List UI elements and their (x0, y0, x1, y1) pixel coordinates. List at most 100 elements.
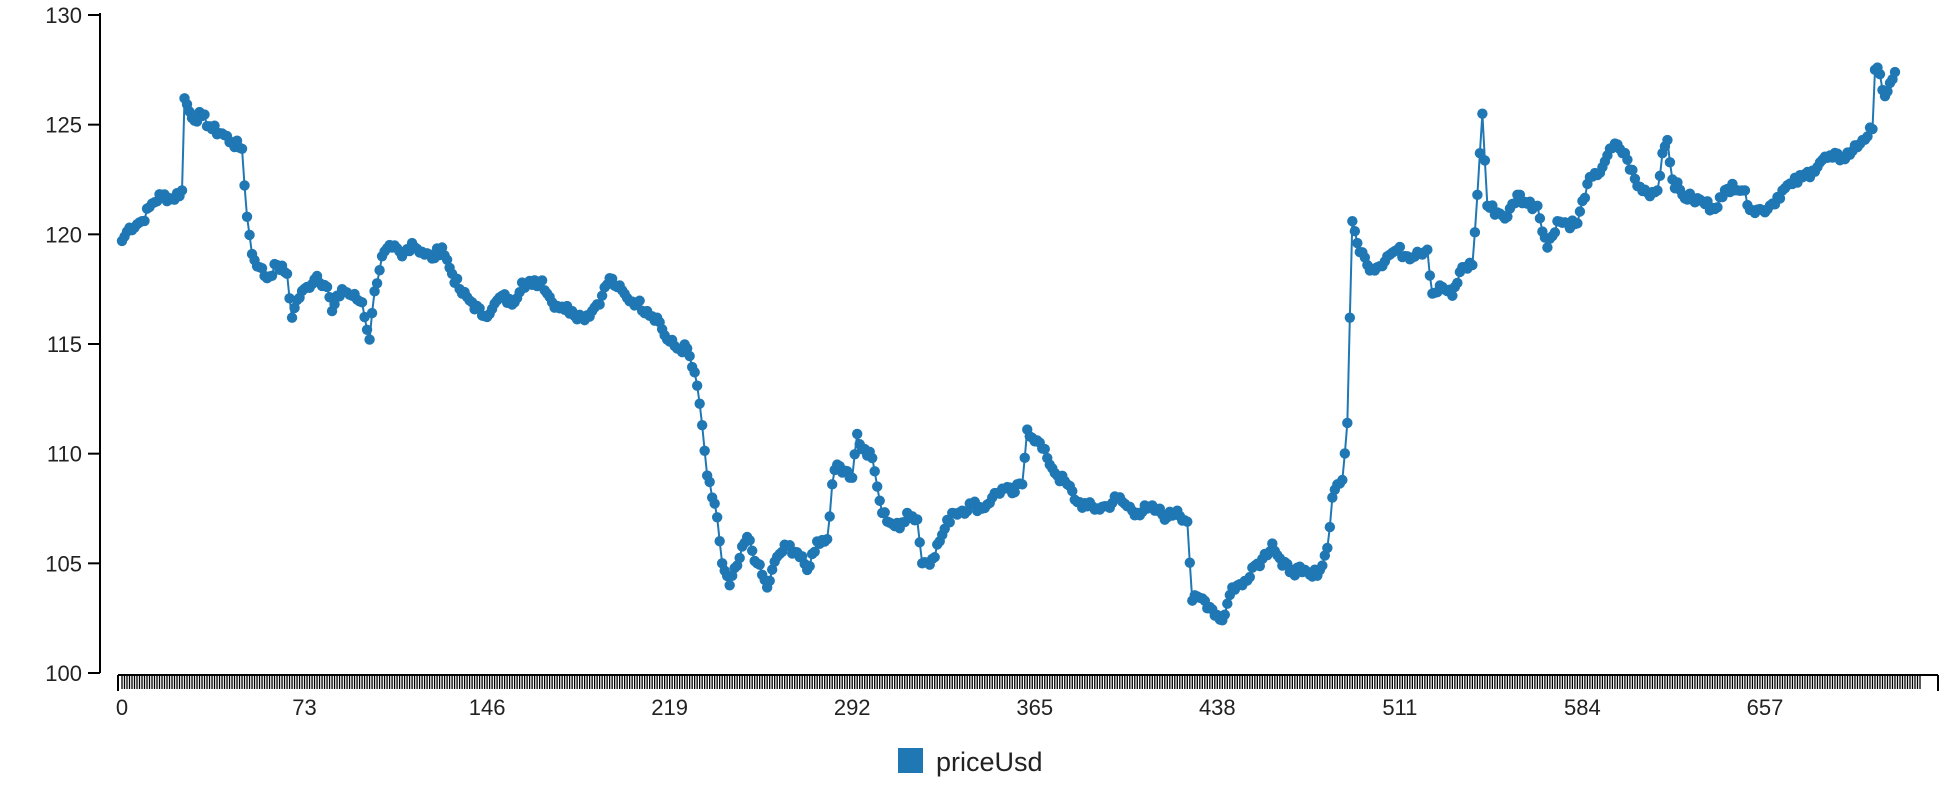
x-axis: 0 73 146 219 292 365 438 511 584 657 (116, 674, 1939, 720)
data-point (912, 514, 923, 525)
data-point (634, 295, 645, 306)
data-point (929, 552, 940, 563)
data-point (236, 143, 248, 154)
data-point (266, 270, 278, 281)
data-point (1324, 521, 1336, 533)
data-point (1352, 237, 1363, 249)
data-point (1039, 443, 1050, 455)
y-tick-label: 110 (47, 442, 82, 467)
data-point (754, 559, 765, 570)
data-point (361, 324, 373, 335)
data-point (1017, 479, 1028, 490)
data-point (714, 535, 725, 547)
data-point (369, 286, 380, 297)
data-point (1542, 242, 1553, 253)
data-point (1327, 492, 1338, 503)
x-tick-label: 73 (292, 695, 316, 720)
data-point (691, 380, 703, 391)
x-tick-label: 438 (1199, 695, 1236, 720)
data-point (1219, 609, 1231, 620)
data-point (734, 552, 745, 564)
data-point (1862, 131, 1873, 142)
data-point (824, 511, 835, 522)
data-point (1889, 66, 1901, 78)
data-point (809, 546, 820, 557)
data-point (1447, 290, 1458, 301)
data-point (1509, 198, 1521, 209)
data-point (1652, 185, 1663, 196)
data-point (1474, 147, 1486, 159)
data-point (286, 312, 298, 323)
data-point (1472, 189, 1483, 201)
data-point (1467, 259, 1478, 271)
data-point (874, 495, 885, 506)
data-point (1574, 206, 1586, 217)
data-point (176, 185, 188, 196)
data-point (1774, 193, 1786, 204)
data-point (1342, 417, 1353, 429)
data-point (594, 299, 605, 310)
data-point (436, 242, 448, 253)
data-point (696, 419, 708, 431)
data-point (879, 507, 890, 518)
data-point (1469, 227, 1481, 238)
y-tick-label: 100 (45, 661, 82, 686)
data-point (256, 263, 268, 274)
data-point (1222, 598, 1233, 609)
data-point (704, 476, 715, 488)
data-point (1572, 218, 1583, 229)
data-point (199, 109, 210, 120)
data-point (1347, 215, 1358, 227)
x-tick-label: 219 (651, 695, 688, 720)
data-point (1532, 200, 1543, 212)
data-point (244, 229, 255, 241)
data-point (744, 535, 755, 546)
data-point (1244, 571, 1256, 583)
data-point (536, 275, 548, 286)
data-point (724, 580, 735, 591)
data-point (867, 452, 878, 464)
data-point (596, 290, 608, 301)
y-tick-label: 125 (45, 113, 82, 138)
legend-swatch (898, 748, 923, 773)
data-point (239, 180, 250, 191)
data-point (1349, 226, 1361, 237)
data-point (944, 517, 955, 528)
data-point (1664, 157, 1676, 168)
data-point (1712, 202, 1723, 213)
x-tick-label: 365 (1016, 695, 1053, 720)
data-point (281, 268, 293, 280)
data-point (1654, 170, 1666, 182)
data-point (726, 570, 738, 582)
data-point (374, 265, 385, 276)
x-tick-label: 584 (1564, 695, 1601, 720)
data-point (694, 398, 705, 409)
data-point (441, 254, 453, 266)
data-point (1337, 474, 1348, 486)
data-point (1339, 448, 1351, 459)
data-point (746, 545, 758, 556)
data-point (827, 479, 838, 490)
data-point (1067, 485, 1078, 497)
x-tick-label: 146 (469, 695, 506, 720)
data-point (872, 481, 883, 492)
x-tick-label: 511 (1382, 695, 1417, 720)
data-point (451, 273, 463, 285)
data-point (852, 428, 863, 440)
data-point (766, 564, 778, 575)
data-point (684, 350, 695, 362)
data-point (1322, 542, 1333, 554)
data-point (1534, 213, 1546, 224)
data-point (1477, 108, 1488, 119)
data-point (804, 561, 815, 572)
data-point (209, 120, 220, 131)
legend[interactable]: priceUsd (898, 747, 1043, 777)
data-point (366, 307, 378, 319)
data-point (371, 278, 383, 289)
plot-area (116, 62, 1901, 626)
y-tick-label: 130 (45, 3, 82, 28)
data-point (822, 534, 833, 545)
data-point (1739, 185, 1751, 196)
data-point (1422, 244, 1433, 255)
